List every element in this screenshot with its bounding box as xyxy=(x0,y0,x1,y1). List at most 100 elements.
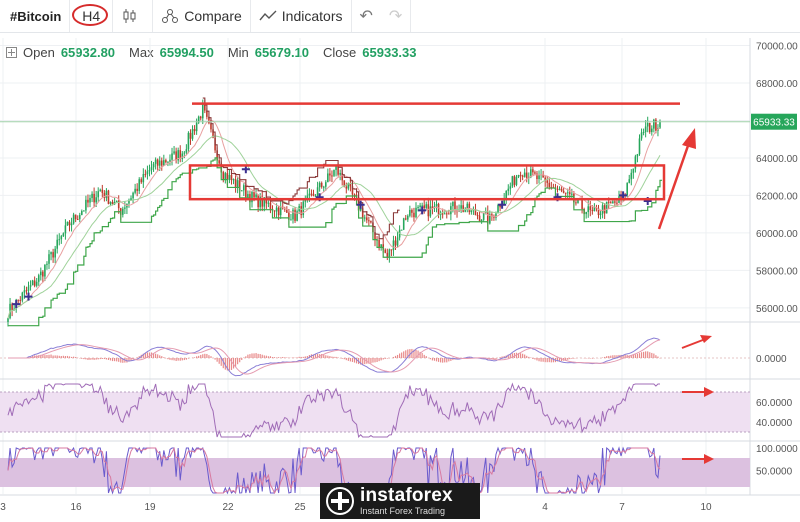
candle-body xyxy=(99,189,102,192)
candle-body xyxy=(503,199,505,206)
consolidation-box-annotation xyxy=(188,164,666,201)
candle-body xyxy=(511,176,514,187)
candle-body xyxy=(224,173,227,180)
indicators-button[interactable]: Indicators xyxy=(251,0,352,32)
candle-body xyxy=(642,131,645,133)
candle-body xyxy=(218,160,220,164)
timeframe-button[interactable]: H4 xyxy=(70,0,114,32)
candle-body xyxy=(318,182,321,188)
candle-body xyxy=(499,204,501,208)
symbol-label[interactable]: #Bitcoin xyxy=(0,0,71,32)
candle-body xyxy=(29,285,32,287)
candle-body xyxy=(269,202,272,209)
candle-body xyxy=(165,160,167,163)
candle-body xyxy=(327,173,329,183)
candle-body xyxy=(60,236,63,240)
rsi-line xyxy=(7,382,660,438)
supertrend-resistance-line xyxy=(202,97,400,240)
price-tick-label: 60000.00 xyxy=(756,229,798,240)
collapse-legend-icon[interactable] xyxy=(6,47,17,58)
close-label: Close xyxy=(323,45,357,60)
candle-body xyxy=(23,290,26,293)
candle-body xyxy=(175,151,177,161)
candle-body xyxy=(339,172,341,175)
candle-body xyxy=(409,209,411,216)
timeframe-highlight-circle xyxy=(72,4,109,26)
candle-body xyxy=(58,239,61,241)
stochastic-d-line xyxy=(7,447,661,495)
candle-body xyxy=(374,232,376,240)
supertrend-support-line xyxy=(8,157,663,327)
candle-body xyxy=(509,186,512,189)
candle-body xyxy=(605,201,608,214)
candle-body xyxy=(216,150,218,161)
candle-body xyxy=(452,201,454,207)
candle-body xyxy=(636,154,639,157)
candle-body xyxy=(601,205,604,214)
chart-toolbar: #Bitcoin H4 Compare Indicators ↶ ↷ xyxy=(0,0,800,33)
price-tick-label: 64000.00 xyxy=(756,154,798,165)
candle-body xyxy=(251,192,253,203)
candle-body xyxy=(40,271,42,276)
undo-icon[interactable]: ↶ xyxy=(359,8,373,25)
candle-body xyxy=(361,208,364,219)
candle-body xyxy=(568,192,571,195)
candle-body xyxy=(402,218,405,230)
candle-body xyxy=(72,214,75,224)
candle-body xyxy=(62,233,65,237)
candle-body xyxy=(419,205,421,207)
candle-body xyxy=(158,160,161,166)
candle-body xyxy=(115,200,118,203)
candle-body xyxy=(163,160,165,166)
indicators-label: Indicators xyxy=(281,8,343,24)
candle-body xyxy=(400,229,403,231)
candle-body xyxy=(240,190,243,192)
candle-body xyxy=(523,172,526,177)
compare-button[interactable]: Compare xyxy=(153,0,251,32)
candle-body xyxy=(495,213,497,219)
candle-body xyxy=(142,174,145,183)
candle-body xyxy=(68,221,71,226)
candle-body xyxy=(226,173,229,180)
candle-body xyxy=(255,194,257,198)
candle-body xyxy=(294,209,296,221)
candle-body xyxy=(263,197,266,207)
candle-body xyxy=(351,186,354,195)
candle-body xyxy=(525,172,528,178)
candle-body xyxy=(341,172,344,181)
candle-type-button[interactable] xyxy=(113,0,154,32)
candle-body xyxy=(359,208,362,211)
candle-body xyxy=(421,205,423,207)
candle-body xyxy=(640,132,643,139)
rsi-tick-label: 60.0000 xyxy=(756,398,793,409)
candle-body xyxy=(89,198,91,203)
candle-body xyxy=(128,199,130,204)
candle-body xyxy=(134,188,136,193)
candle-body xyxy=(324,182,327,187)
price-chart[interactable]: 65933.33 56000.00 58000.00 60000.00 62000.00… xyxy=(0,32,800,522)
candle-body xyxy=(314,195,317,197)
redo-icon[interactable]: ↷ xyxy=(381,0,412,32)
candle-body xyxy=(626,182,628,196)
candle-body xyxy=(470,209,473,213)
candle-body xyxy=(33,280,36,286)
candle-body xyxy=(614,201,616,203)
candle-body xyxy=(95,197,97,203)
candle-body xyxy=(466,203,469,210)
candle-body xyxy=(228,175,231,180)
candle-body xyxy=(101,189,104,193)
rsi-series xyxy=(7,382,660,438)
candle-body xyxy=(630,172,633,180)
x-tick-label: 3 xyxy=(0,502,6,513)
candle-body xyxy=(152,163,155,168)
candle-body xyxy=(160,160,163,166)
candle-body xyxy=(17,299,20,301)
candle-body xyxy=(247,194,249,198)
candle-body xyxy=(431,206,434,209)
candle-body xyxy=(653,119,655,129)
candle-body xyxy=(275,207,278,212)
candle-body xyxy=(329,173,331,176)
x-tick-label: 16 xyxy=(70,502,82,513)
candle-body xyxy=(417,206,419,208)
candle-body xyxy=(489,214,491,224)
